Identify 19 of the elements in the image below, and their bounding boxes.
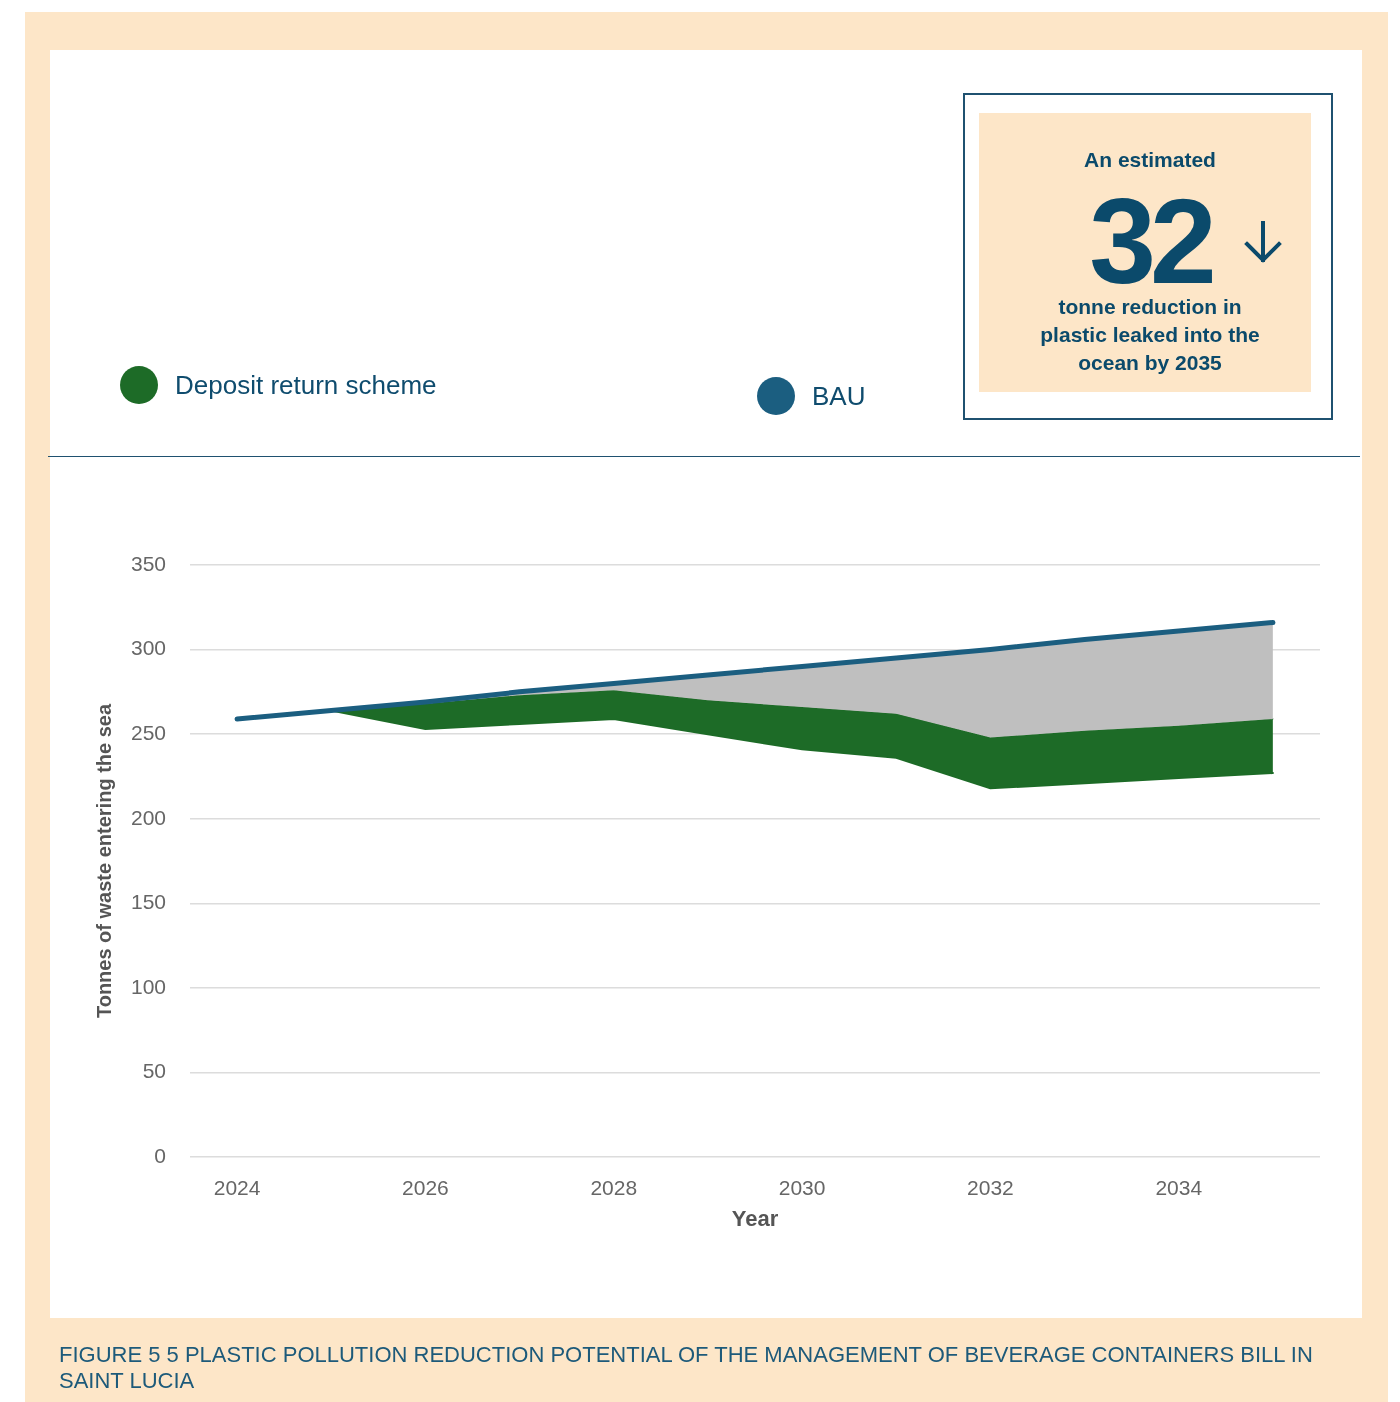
y-tick-label: 200: [130, 805, 166, 829]
legend-label: BAU: [812, 380, 866, 412]
y-tick-label: 50: [142, 1059, 166, 1083]
y-tick-label: 250: [130, 720, 166, 744]
y-axis-title: Tonnes of waste entering the sea: [92, 703, 115, 1019]
legend-label: Deposit return scheme: [175, 369, 437, 401]
y-tick-label: 300: [130, 636, 166, 660]
x-tick-label: 2024: [213, 1176, 261, 1200]
x-tick-label: 2034: [1155, 1176, 1203, 1200]
x-tick-label: 2030: [778, 1176, 826, 1200]
text: FIGURE 5 5 PLASTIC POLLUTION REDUCTION POTENTIAL OF THE MANAGEMENT OF BEVERAGE CONTAINERS BILL IN SAINT LUCIA: [59, 1342, 1314, 1394]
x-tick-label: 2028: [590, 1176, 638, 1200]
y-tick-label: 150: [130, 890, 166, 914]
x-tick-label: 2032: [967, 1176, 1014, 1200]
x-axis-title: Year: [731, 1205, 779, 1231]
y-tick-label: 350: [130, 551, 166, 575]
y-tick-label: 0: [154, 1143, 166, 1167]
x-tick-label: 2026: [402, 1176, 449, 1200]
y-tick-label: 100: [130, 974, 166, 998]
